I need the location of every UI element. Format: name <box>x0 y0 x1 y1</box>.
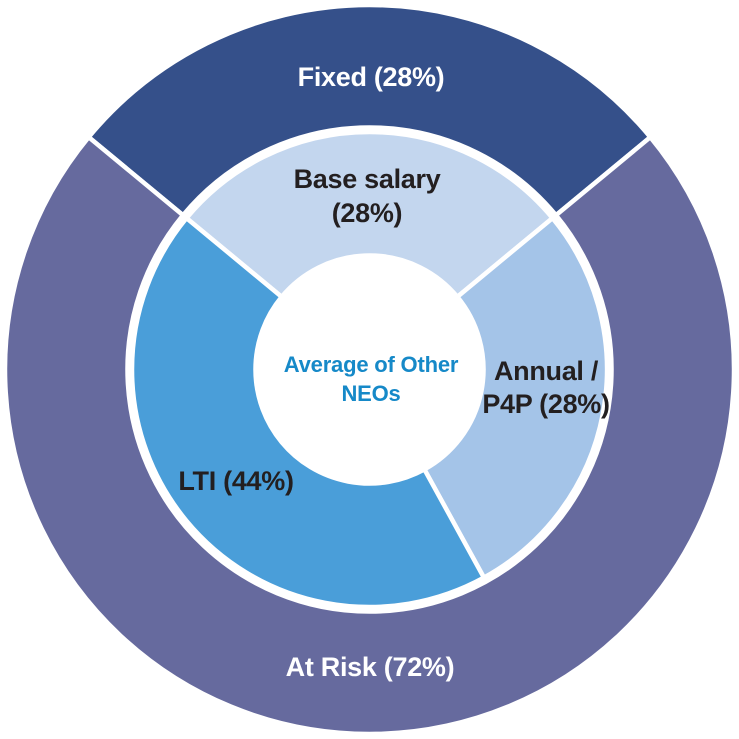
segment-lti[interactable] <box>129 215 487 610</box>
segment-base-salary[interactable] <box>184 129 555 300</box>
segment-at-risk[interactable] <box>2 134 737 737</box>
segment-annual-p4p[interactable] <box>422 215 610 580</box>
segment-fixed[interactable] <box>86 2 653 218</box>
